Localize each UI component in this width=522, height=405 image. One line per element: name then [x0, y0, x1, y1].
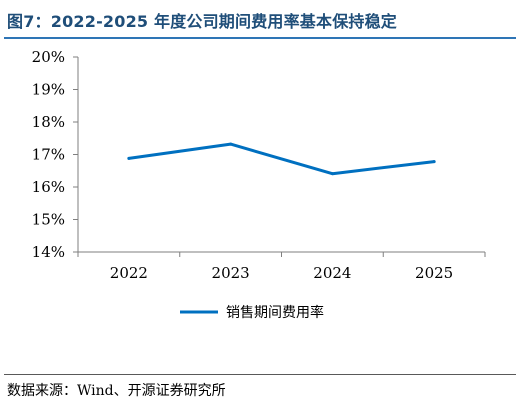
series-point — [330, 172, 334, 176]
y-tick-label: 16% — [32, 178, 65, 196]
line-chart: 14% 15% 16% 17% 18% 19% 20% 2022 2023 2024 2025 销… — [32, 48, 486, 321]
series-line — [127, 142, 436, 176]
y-tick-label: 18% — [32, 113, 65, 131]
x-tick-label: 2022 — [110, 264, 148, 282]
x-tick-label: 2025 — [415, 264, 453, 282]
x-tick-label: 2023 — [212, 264, 250, 282]
y-tick-label: 14% — [32, 243, 65, 261]
y-tick-label: 20% — [32, 48, 65, 66]
series-point — [229, 142, 233, 146]
y-tick-label: 15% — [32, 211, 65, 229]
y-tick-label: 17% — [32, 146, 65, 164]
x-tick-label: 2024 — [313, 264, 351, 282]
series-point — [127, 156, 131, 160]
y-tick-label: 19% — [32, 81, 65, 99]
figure-title: 图7：2022-2025 年度公司期间费用率基本保持稳定 — [7, 12, 398, 31]
source-rule — [4, 374, 516, 375]
series-point — [432, 160, 436, 164]
source-note: 数据来源：Wind、开源证券研究所 — [7, 383, 226, 399]
legend-label: 销售期间费用率 — [226, 304, 324, 321]
title-rule — [4, 37, 516, 39]
